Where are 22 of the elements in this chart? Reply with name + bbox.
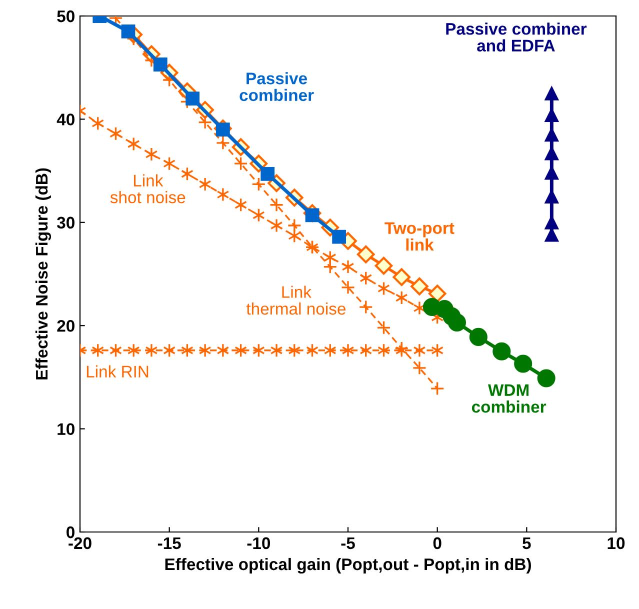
series-label: Link thermal noise	[246, 286, 346, 315]
text: Passive combiner and EDFA	[446, 22, 587, 52]
x-tick-label: -20	[68, 537, 92, 550]
y-tick-label: 50	[57, 10, 74, 22]
series-label: Link RIN	[86, 365, 148, 378]
series-label: Two-port link	[384, 222, 454, 251]
x-tick-label: 5	[522, 537, 531, 550]
y-tick-label: 10	[58, 423, 74, 436]
y-tick-label: 20	[57, 320, 74, 332]
x-tick-label: -15	[158, 537, 181, 550]
y-tick-label: 30	[56, 216, 74, 229]
series-label: Link shot noise	[110, 174, 186, 204]
x-tick-label: -5	[341, 537, 355, 550]
y-axis-title: Effective Noise Figure (dB)	[35, 168, 52, 380]
y-tick-label: 40	[56, 114, 74, 126]
x-tick-label: -10	[247, 537, 270, 550]
x-tick-label: 0	[433, 537, 442, 550]
series-label: WDM combiner	[472, 384, 546, 413]
series-label: Passive combiner	[240, 72, 314, 102]
x-tick-label: 10	[608, 537, 625, 550]
y-tick-label: 0	[66, 526, 74, 538]
x-axis-title: Effective optical gain (Popt,out - Popt,in in dB)	[165, 558, 531, 574]
